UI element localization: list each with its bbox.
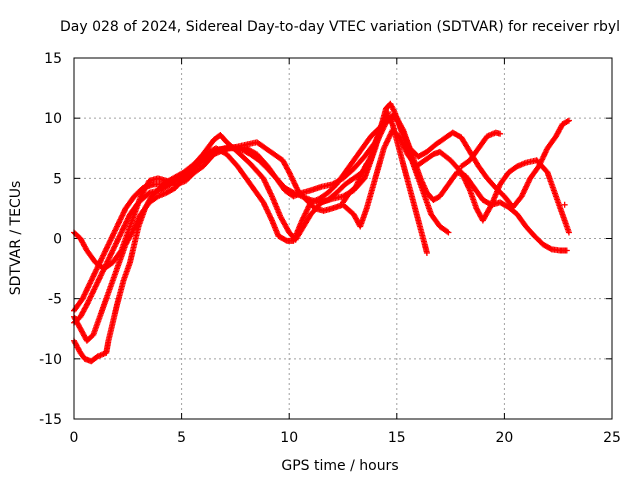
x-tick-label: 15 xyxy=(388,430,406,446)
data-point xyxy=(497,130,504,137)
data-point xyxy=(565,229,572,236)
series-track-e xyxy=(71,111,570,344)
data-point xyxy=(384,110,391,117)
series-track-g xyxy=(340,109,392,206)
data-point xyxy=(561,201,568,208)
x-tick-label: 0 xyxy=(70,430,79,446)
data-point xyxy=(213,147,220,154)
axis-ticks: 0 5 10 15 20 25 -15 -10 -5 0 5 10 15 xyxy=(39,51,621,446)
data-point xyxy=(385,109,392,116)
chart-title: Day 028 of 2024, Sidereal Day-to-day VTE… xyxy=(60,19,620,35)
y-tick-label: 10 xyxy=(44,111,62,127)
y-tick-label: 15 xyxy=(44,51,62,67)
series-isolated xyxy=(561,201,568,208)
data-point xyxy=(423,249,430,256)
y-axis-label: SDTVAR / TECUs xyxy=(8,181,24,296)
data-point xyxy=(565,117,572,124)
data-point xyxy=(289,189,296,196)
y-tick-label: -5 xyxy=(48,292,62,308)
x-axis-label: GPS time / hours xyxy=(281,458,398,474)
data-point xyxy=(563,247,570,254)
series-track-f xyxy=(458,129,504,170)
series-track-d xyxy=(71,115,572,314)
x-tick-label: 20 xyxy=(495,430,513,446)
data-point xyxy=(445,229,452,236)
x-tick-label: 25 xyxy=(603,430,621,446)
data-point xyxy=(564,118,571,125)
x-tick-label: 5 xyxy=(177,430,186,446)
data-point xyxy=(444,228,451,235)
plot-frame xyxy=(73,57,613,420)
y-tick-label: 0 xyxy=(53,232,62,248)
x-tick-label: 10 xyxy=(280,430,298,446)
y-tick-label: -15 xyxy=(39,412,62,428)
y-tick-label: 5 xyxy=(53,171,62,187)
data-point xyxy=(547,245,554,252)
y-tick-label: -10 xyxy=(39,352,62,368)
grid xyxy=(74,58,612,419)
data-points xyxy=(71,100,572,365)
